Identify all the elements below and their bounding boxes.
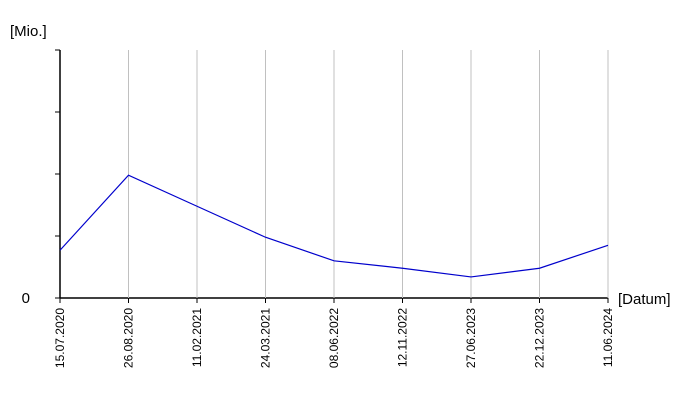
x-tick-label: 08.06.2022 [327,308,341,368]
x-tick-label: 15.07.2020 [53,308,67,368]
x-tick-label: 12.11.2022 [396,308,410,367]
x-tick-label: 11.06.2024 [601,308,615,367]
x-tick-label: 22.12.2023 [533,308,547,368]
y-axis-label: [Mio.] [10,23,47,40]
data-line [59,174,609,278]
x-tick-label: 26.08.2020 [122,308,136,368]
y-tick-label: 0 [22,290,30,307]
x-axis-label: [Datum] [618,291,671,308]
x-tick-label: 24.03.2021 [259,308,273,368]
x-tick-label: 11.02.2021 [190,308,204,367]
x-tick-label: 27.06.2023 [464,308,478,368]
